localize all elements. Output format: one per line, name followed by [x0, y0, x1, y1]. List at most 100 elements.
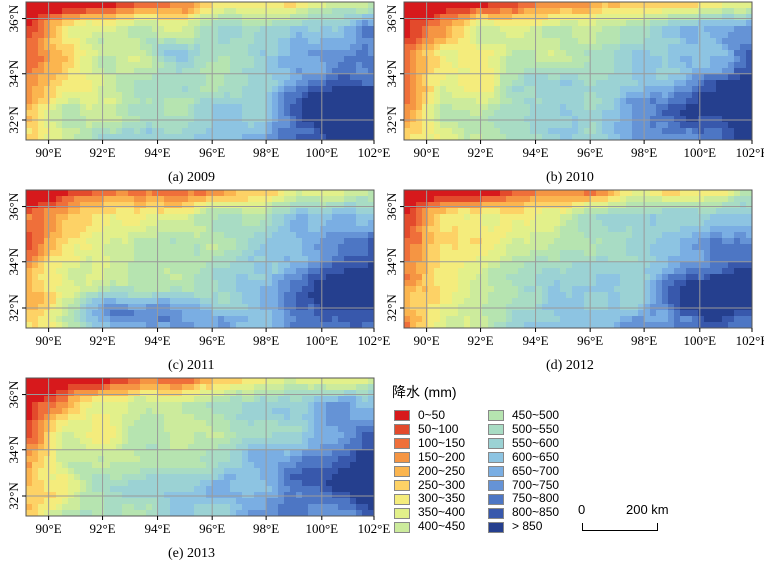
y-tick-label: 32°N — [384, 294, 399, 322]
x-tick-label: 98°E — [631, 145, 657, 160]
map-frame — [25, 377, 375, 517]
x-tick-label: 96°E — [199, 145, 225, 160]
x-tick-label: 98°E — [253, 145, 279, 160]
legend-swatch — [488, 452, 504, 464]
scale-bar-zero: 0 — [578, 502, 586, 517]
x-tick-label: 94°E — [144, 521, 170, 536]
legend-label: 0~50 — [418, 408, 446, 422]
legend-label: 600~650 — [512, 449, 560, 464]
x-tick-label: 90°E — [36, 333, 62, 348]
legend-item: 450~500 — [488, 408, 559, 422]
x-tick-label: 96°E — [199, 333, 225, 348]
legend-item: 100~150 — [394, 436, 465, 450]
legend-swatch — [394, 452, 410, 464]
x-tick-label: 100°E — [683, 333, 716, 348]
legend-title: 降水 (mm) — [392, 384, 457, 400]
legend-item: 350~400 — [394, 505, 465, 519]
legend-label: 750~800 — [512, 491, 560, 506]
x-tick-label: 96°E — [577, 145, 603, 160]
x-tick-label: 92°E — [467, 333, 493, 348]
legend-swatch — [488, 493, 504, 505]
y-tick-label: 36°N — [6, 4, 21, 32]
legend-swatch — [488, 424, 504, 436]
x-tick-label: 98°E — [253, 521, 279, 536]
legend-label: 650~700 — [512, 463, 560, 478]
precipitation-map: 90°E 92°E 94°E 96°E 98°E 100°E 102°E 36°N 34°N 32… — [384, 1, 764, 160]
y-tick-label: 34°N — [6, 59, 21, 87]
x-tick-label: 92°E — [89, 333, 115, 348]
x-tick-label: 96°E — [199, 521, 225, 536]
panel-caption: (c) 2011 — [168, 358, 215, 373]
legend-item: 750~800 — [488, 491, 559, 505]
x-tick-label: 96°E — [577, 333, 603, 348]
x-tick-label: 100°E — [305, 145, 338, 160]
y-tick-label: 32°N — [6, 482, 21, 510]
legend-item: 150~200 — [394, 450, 465, 464]
legend-item: 800~850 — [488, 505, 559, 519]
x-tick-label: 98°E — [631, 333, 657, 348]
legend-swatch — [394, 410, 410, 422]
legend-swatch — [394, 465, 410, 477]
map-frame — [403, 189, 753, 329]
x-tick-label: 102°E — [736, 145, 764, 160]
y-tick-label: 34°N — [6, 435, 21, 463]
legend-swatch — [488, 465, 504, 477]
legend-item: 400~450 — [394, 519, 465, 533]
legend-swatch — [394, 438, 410, 450]
y-tick-label: 34°N — [384, 59, 399, 87]
legend-label: 500~550 — [512, 421, 560, 436]
legend-swatch — [394, 424, 410, 436]
map-frame — [25, 189, 375, 329]
y-tick-label: 34°N — [6, 247, 21, 275]
x-tick-label: 90°E — [36, 521, 62, 536]
x-tick-label: 100°E — [683, 145, 716, 160]
legend-item: 500~550 — [488, 422, 559, 436]
legend-label: 50~100 — [418, 421, 459, 436]
legend-label: > 850 — [512, 519, 543, 534]
legend-label: 300~350 — [418, 491, 466, 506]
x-tick-label: 102°E — [736, 333, 764, 348]
legend-swatch — [488, 410, 504, 422]
legend-item: 650~700 — [488, 464, 559, 478]
y-tick-label: 36°N — [6, 192, 21, 220]
legend-label: 100~150 — [418, 435, 466, 450]
precipitation-map: 90°E 92°E 94°E 96°E 98°E 100°E 102°E 36°N 34°N 32… — [384, 189, 764, 348]
x-tick-label: 100°E — [305, 333, 338, 348]
y-tick-label: 32°N — [6, 106, 21, 134]
y-tick-label: 34°N — [384, 247, 399, 275]
y-tick-label: 32°N — [6, 294, 21, 322]
x-tick-label: 102°E — [358, 521, 391, 536]
legend-item: 250~300 — [394, 478, 465, 492]
legend-label: 200~250 — [418, 463, 466, 478]
panel-caption: (d) 2012 — [546, 358, 594, 373]
map-panel: 90°E 92°E 94°E 96°E 98°E 100°E 102°E 36°N 34°N 32… — [4, 1, 390, 190]
scale-bar-line — [582, 523, 658, 531]
x-tick-label: 94°E — [144, 333, 170, 348]
legend-label: 550~600 — [512, 435, 560, 450]
x-tick-label: 102°E — [358, 145, 391, 160]
legend-item: 300~350 — [394, 491, 465, 505]
legend-item: > 850 — [488, 519, 542, 533]
legend-swatch — [394, 507, 410, 519]
legend-item: 700~750 — [488, 478, 559, 492]
x-tick-label: 90°E — [414, 145, 440, 160]
legend-item: 200~250 — [394, 464, 465, 478]
map-panel: 90°E 92°E 94°E 96°E 98°E 100°E 102°E 36°N 34°N 32… — [382, 1, 764, 190]
scale-bar: 0 200 km — [578, 502, 669, 542]
x-tick-label: 92°E — [89, 521, 115, 536]
y-tick-label: 36°N — [384, 4, 399, 32]
precipitation-map: 90°E 92°E 94°E 96°E 98°E 100°E 102°E 36°N 34°N 32… — [6, 1, 390, 160]
map-panel: 90°E 92°E 94°E 96°E 98°E 100°E 102°E 36°N 34°N 32… — [382, 189, 764, 378]
legend-item: 50~100 — [394, 422, 458, 436]
legend-swatch — [394, 521, 410, 533]
y-tick-label: 32°N — [384, 106, 399, 134]
legend-swatch — [488, 479, 504, 491]
y-tick-label: 36°N — [6, 380, 21, 408]
map-panel: 90°E 92°E 94°E 96°E 98°E 100°E 102°E 36°N 34°N 32… — [4, 189, 390, 378]
legend-label: 250~300 — [418, 477, 466, 492]
x-tick-label: 90°E — [414, 333, 440, 348]
x-tick-label: 102°E — [358, 333, 391, 348]
legend-label: 450~500 — [512, 408, 560, 422]
legend-label: 800~850 — [512, 505, 560, 520]
legend-label: 400~450 — [418, 519, 466, 534]
